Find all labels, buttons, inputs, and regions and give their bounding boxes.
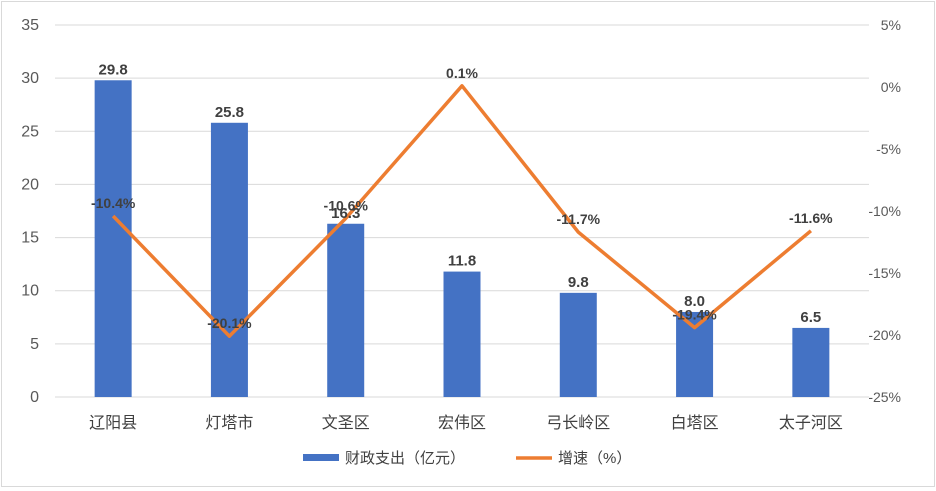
right-axis-tick-label: -5% bbox=[876, 141, 901, 157]
right-axis-tick-label: -20% bbox=[868, 327, 901, 343]
bar bbox=[327, 223, 365, 397]
legend-line-label: 增速（%） bbox=[558, 450, 631, 467]
line-data-label: -10.6% bbox=[324, 197, 369, 213]
bar-data-label: 6.5 bbox=[800, 309, 821, 326]
bar bbox=[443, 271, 481, 397]
bar bbox=[210, 122, 248, 397]
line-data-label: -11.6% bbox=[789, 210, 833, 226]
right-axis-tick-label: -15% bbox=[868, 265, 901, 281]
line-data-label: -20.1% bbox=[207, 315, 252, 331]
line-data-label: -10.4% bbox=[91, 195, 136, 211]
legend-bar-label: 财政支出（亿元） bbox=[345, 450, 465, 467]
right-axis-tick-label: -10% bbox=[868, 203, 901, 219]
bar-data-label: 29.8 bbox=[99, 61, 128, 78]
bar bbox=[676, 311, 714, 397]
category-label: 太子河区 bbox=[779, 414, 843, 432]
left-axis-tick-label: 10 bbox=[21, 283, 39, 300]
category-label: 辽阳县 bbox=[89, 414, 137, 432]
line-data-label: -11.7% bbox=[556, 211, 600, 227]
right-axis-ticks: -25% -20% -15% -10% -5% 0% 5% bbox=[868, 17, 901, 405]
right-axis-tick-label: -25% bbox=[868, 389, 901, 405]
bar-data-label: 25.8 bbox=[215, 104, 244, 121]
left-axis-ticks: 0 5 10 15 20 25 30 35 bbox=[21, 17, 39, 406]
category-label: 宏伟区 bbox=[438, 414, 486, 432]
category-label: 弓长岭区 bbox=[546, 414, 610, 432]
bar-data-label: 11.8 bbox=[448, 253, 476, 270]
bar bbox=[94, 80, 132, 398]
left-axis-tick-label: 15 bbox=[21, 230, 39, 247]
left-axis-tick-label: 30 bbox=[21, 70, 39, 87]
bar bbox=[792, 327, 830, 397]
line-layer: 29.8 25.8 16.3 11.8 9.8 8.0 6.5 -10.4% -20.1% -10… bbox=[91, 61, 833, 338]
growth-line bbox=[111, 84, 813, 338]
bar-data-label: 9.8 bbox=[568, 274, 589, 291]
bars-layer bbox=[94, 80, 830, 398]
left-axis-tick-label: 20 bbox=[21, 176, 39, 193]
line-data-label: 0.1% bbox=[446, 65, 478, 81]
right-axis-tick-label: 0% bbox=[881, 79, 901, 95]
bar bbox=[559, 292, 597, 397]
right-axis-tick-label: 5% bbox=[881, 17, 901, 33]
left-axis-tick-label: 5 bbox=[30, 336, 39, 353]
category-label: 白塔区 bbox=[671, 414, 719, 432]
left-axis-tick-label: 35 bbox=[21, 17, 39, 34]
legend: 财政支出（亿元） 增速（%） bbox=[303, 450, 631, 467]
legend-bar-swatch bbox=[303, 454, 339, 461]
bar-data-label: 8.0 bbox=[684, 293, 705, 310]
category-labels: 辽阳县 灯塔市 文圣区 宏伟区 弓长岭区 白塔区 太子河区 bbox=[89, 414, 843, 432]
category-label: 灯塔市 bbox=[205, 414, 253, 432]
left-axis-tick-label: 25 bbox=[21, 123, 39, 140]
bar-data-label: 16.3 bbox=[331, 205, 360, 222]
left-axis-tick-label: 0 bbox=[30, 389, 39, 406]
line-data-label: -19.4% bbox=[672, 307, 717, 323]
category-label: 文圣区 bbox=[322, 414, 370, 432]
